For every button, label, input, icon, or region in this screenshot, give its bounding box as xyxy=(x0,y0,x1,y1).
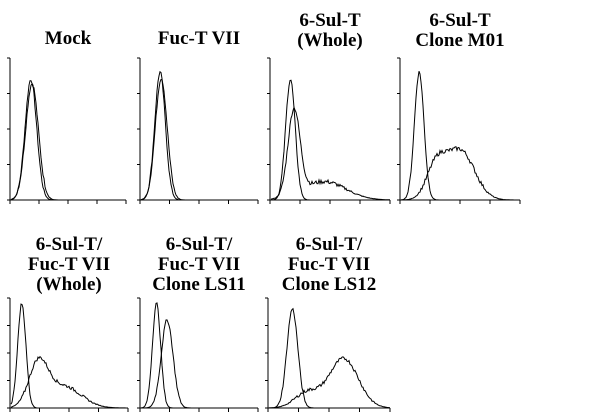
ticks xyxy=(7,297,129,412)
histogram-curve xyxy=(10,80,126,201)
panel-title: (Whole) xyxy=(36,274,101,295)
panel: 6-Sul-T/Fuc-T VII(Whole) xyxy=(7,234,129,412)
panel-title: Clone M01 xyxy=(415,30,504,51)
ticks xyxy=(7,57,127,204)
axes xyxy=(9,298,128,409)
panel-title: Mock xyxy=(45,28,92,49)
axes xyxy=(269,58,390,201)
histogram-curve xyxy=(270,79,390,201)
panel-title: 6-Sul-T xyxy=(429,10,491,31)
ticks xyxy=(265,297,391,412)
panel-title: Fuc-T VII xyxy=(288,254,370,275)
panel-title: 6-Sul-T/ xyxy=(36,234,103,255)
ticks xyxy=(267,57,391,204)
panel-title: 6-Sul-T/ xyxy=(166,234,233,255)
panel: Mock xyxy=(7,28,127,204)
axes xyxy=(9,58,126,201)
histogram-curve xyxy=(270,105,390,201)
axes xyxy=(139,58,258,201)
histogram-curve xyxy=(401,146,520,201)
panel-title: Fuc-T VII xyxy=(28,254,110,275)
panel: 6-Sul-T(Whole) xyxy=(267,10,391,204)
panel-title: Clone LS11 xyxy=(152,274,245,295)
histogram-curve xyxy=(400,71,520,201)
ticks xyxy=(397,57,521,204)
histogram-curve xyxy=(268,356,391,409)
panel: Fuc-T VII xyxy=(137,28,259,204)
ticks xyxy=(137,297,259,412)
histogram-curve xyxy=(10,82,126,201)
axes xyxy=(139,298,258,409)
histogram-curve xyxy=(269,307,390,409)
histogram-curve xyxy=(10,303,128,409)
panel-title: 6-Sul-T/ xyxy=(296,234,363,255)
panel-title: Fuc-T VII xyxy=(158,28,240,49)
panel-title: Clone LS12 xyxy=(282,274,377,295)
histogram-curve xyxy=(141,319,258,409)
histogram-curve xyxy=(140,78,258,201)
ticks xyxy=(137,57,259,204)
histogram-curve xyxy=(10,355,128,409)
panel-title: (Whole) xyxy=(297,30,362,51)
panel-title: Fuc-T VII xyxy=(158,254,240,275)
panel-title: 6-Sul-T xyxy=(299,10,361,31)
histogram-curve xyxy=(140,302,258,409)
